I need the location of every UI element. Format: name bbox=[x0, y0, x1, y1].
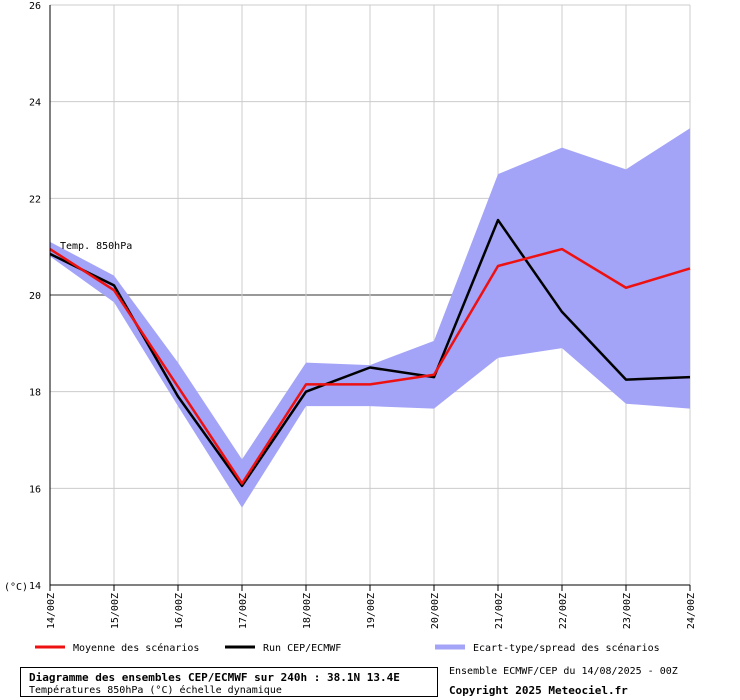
legend-run-label: Run CEP/ECMWF bbox=[263, 643, 341, 654]
ecmwf-run-series-line bbox=[49, 218, 691, 488]
y-tick-label: 26 bbox=[29, 1, 41, 12]
x-tick-label: 19/00Z bbox=[366, 593, 377, 629]
axes: 14 16 18 20 22 24 26 14/00Z 15/00Z 16/00Z 17/00Z 18… bbox=[29, 1, 697, 629]
info-box: Diagramme des ensembles CEP/ECMWF sur 24… bbox=[20, 667, 438, 697]
y-tick-label: 22 bbox=[29, 194, 41, 205]
x-tick-label: 21/00Z bbox=[494, 593, 505, 629]
x-tick-label: 17/00Z bbox=[238, 593, 249, 629]
mean-series-line bbox=[49, 247, 691, 485]
legend-spread-label: Ecart-type/spread des scénarios bbox=[473, 642, 660, 654]
info-subtitle: Températures 850hPa (°C) échelle dynamiq… bbox=[29, 685, 282, 696]
x-tick-label: 23/00Z bbox=[622, 593, 633, 629]
x-tick-label: 22/00Z bbox=[558, 593, 569, 629]
ensemble-chart: 14 16 18 20 22 24 26 14/00Z 15/00Z 16/00Z 17/00Z 18… bbox=[4, 1, 697, 654]
legend: Moyenne des scénarios Run CEP/ECMWF Ecart-… bbox=[35, 642, 660, 654]
ensemble-note: Ensemble ECMWF/CEP du 14/08/2025 - 00Z bbox=[449, 666, 678, 677]
y-unit-label: (°C) bbox=[4, 582, 28, 593]
y-tick-label: 20 bbox=[29, 291, 41, 302]
x-tick-label: 14/00Z bbox=[46, 593, 57, 629]
y-tick-label: 16 bbox=[29, 484, 41, 495]
spread-area bbox=[50, 128, 690, 508]
y-tick-label: 18 bbox=[29, 388, 41, 399]
y-tick-label: 14 bbox=[29, 581, 41, 592]
series-lines bbox=[49, 218, 691, 488]
x-tick-label: 24/00Z bbox=[686, 593, 697, 629]
x-tick-label: 18/00Z bbox=[302, 593, 313, 629]
x-tick-label: 16/00Z bbox=[174, 593, 185, 629]
plot-label: Temp. 850hPa bbox=[60, 241, 132, 252]
spread-band bbox=[50, 128, 690, 508]
legend-mean-label: Moyenne des scénarios bbox=[73, 642, 199, 654]
x-tick-label: 15/00Z bbox=[110, 593, 121, 629]
info-title: Diagramme des ensembles CEP/ECMWF sur 24… bbox=[29, 671, 400, 684]
x-tick-label: 20/00Z bbox=[430, 593, 441, 629]
copyright: Copyright 2025 Meteociel.fr bbox=[449, 684, 628, 697]
y-tick-label: 24 bbox=[29, 98, 41, 109]
